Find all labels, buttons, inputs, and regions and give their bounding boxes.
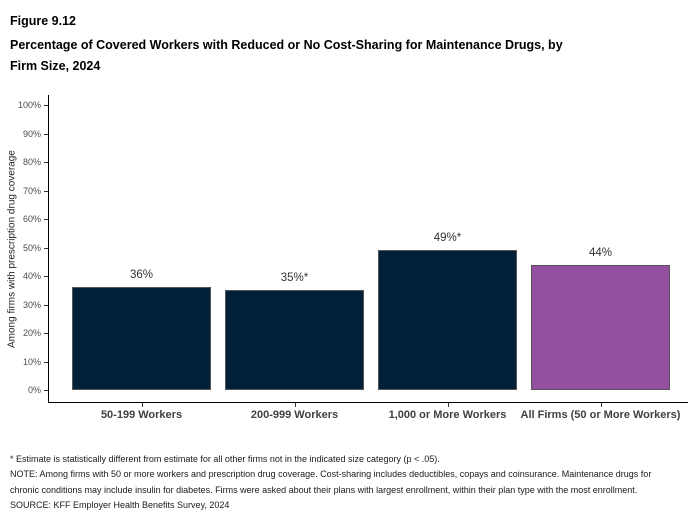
x-category-label: 200-999 Workers: [250, 409, 339, 421]
y-tick-mark: [44, 219, 48, 220]
y-tick-label: 60%: [22, 214, 41, 224]
y-tick-mark: [44, 133, 48, 135]
y-tick-mark: [44, 276, 48, 277]
y-tick-label: 20%: [22, 328, 41, 338]
bar-3: [378, 250, 517, 390]
bar-value-label: 35%*: [280, 272, 309, 285]
bar-value-label: 36%: [129, 269, 154, 282]
y-tick-label: 10%: [22, 356, 41, 367]
footnote-source: SOURCE: KFF Employer Health Benefits Sur…: [10, 499, 230, 510]
bar-value-label: 49%*: [433, 232, 462, 245]
footnotes: * Estimate is statistically different fr…: [10, 452, 682, 513]
y-tick-mark: [44, 190, 48, 192]
y-tick-mark: [44, 105, 48, 106]
bar-4: [531, 264, 670, 390]
x-category-label: 1,000 or More Workers: [388, 409, 507, 421]
figure-title: Percentage of Covered Workers with Reduc…: [10, 38, 563, 73]
footnote-note: NOTE: Among firms with 50 or more worker…: [10, 469, 652, 495]
x-tick-mark: [600, 403, 602, 407]
y-tick-label: 50%: [22, 242, 41, 253]
y-tick-mark: [44, 162, 48, 163]
figure-number: Figure 9.12: [10, 14, 76, 28]
y-tick-label: 40%: [22, 271, 41, 281]
y-tick-mark: [44, 390, 48, 391]
y-tick-mark: [44, 247, 48, 249]
footnote-asterisk: * Estimate is statistically different fr…: [10, 454, 440, 464]
x-tick-mark: [294, 403, 296, 407]
y-tick-label: 80%: [22, 157, 41, 167]
y-tick-label: 70%: [22, 185, 41, 196]
bar-chart: Among firms with prescription drug cover…: [0, 95, 698, 440]
plot-panel: [48, 95, 688, 403]
bar-2: [225, 290, 364, 390]
bar-1: [72, 287, 211, 390]
x-category-label: All Firms (50 or More Workers): [520, 409, 681, 421]
y-tick-mark: [44, 304, 48, 306]
x-tick-mark: [447, 403, 449, 407]
x-tick-mark: [141, 403, 143, 407]
y-tick-mark: [44, 333, 48, 334]
y-tick-mark: [44, 361, 48, 363]
x-category-label: 50-199 Workers: [100, 409, 183, 421]
y-tick-label: 0%: [27, 385, 41, 395]
y-tick-label: 90%: [22, 128, 41, 139]
y-tick-label: 30%: [22, 299, 41, 310]
bar-value-label: 44%: [588, 246, 613, 259]
y-tick-label: 100%: [17, 100, 41, 110]
